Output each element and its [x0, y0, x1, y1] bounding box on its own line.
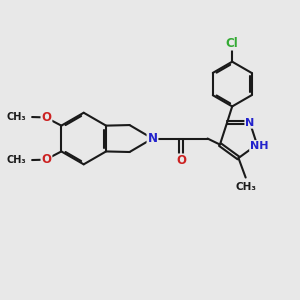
Text: CH₃: CH₃: [7, 155, 26, 165]
Text: O: O: [41, 111, 52, 124]
Text: O: O: [41, 153, 52, 166]
Text: O: O: [176, 154, 186, 167]
Text: Cl: Cl: [226, 37, 239, 50]
Text: NH: NH: [250, 141, 268, 151]
Text: N: N: [245, 118, 255, 128]
Text: CH₃: CH₃: [235, 182, 256, 192]
Text: CH₃: CH₃: [7, 112, 26, 122]
Text: N: N: [148, 132, 158, 145]
